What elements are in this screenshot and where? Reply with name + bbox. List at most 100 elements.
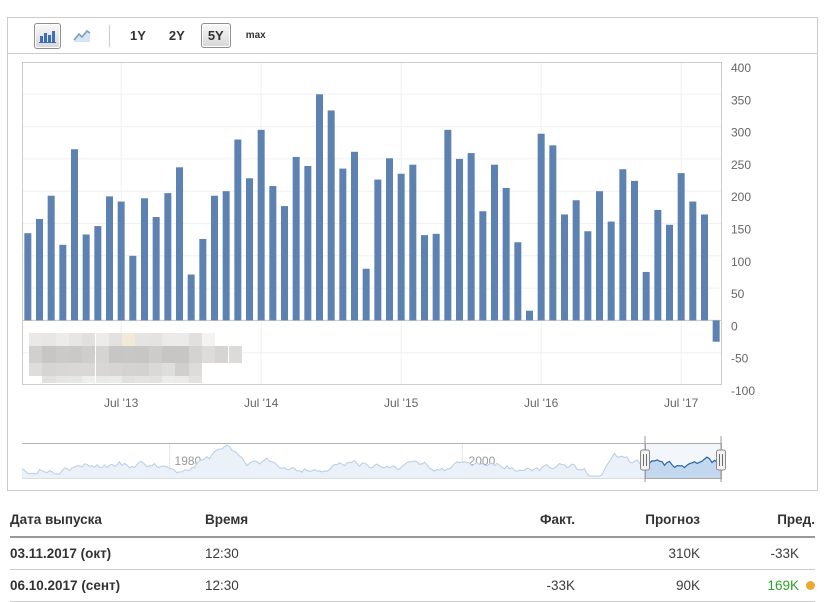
x-axis-label: Jul '14 [244,396,279,410]
bar [152,217,160,321]
y-axis-label: 200 [731,190,751,204]
bar [514,242,522,321]
bar [141,198,148,321]
bar [234,139,242,321]
blurred-watermark [29,333,242,383]
bar [246,178,253,321]
bar [59,244,67,321]
forecast-value: 310K [575,537,700,570]
navigator-handle-right[interactable] [716,436,726,482]
bar [117,201,125,321]
bar [327,110,335,321]
bar [281,206,288,321]
bar [444,129,452,321]
bar [584,231,592,321]
bar [187,274,195,321]
navigator[interactable]: 1980 2000 [21,418,736,490]
x-axis-label: Jul '16 [524,396,559,410]
bar [36,218,43,321]
bar [211,195,218,321]
navigator-selected-range[interactable] [645,443,722,479]
bar [164,193,172,321]
bar [654,209,662,321]
bar [666,224,673,321]
header-time: Время [205,505,430,538]
bar [642,271,650,321]
bar [631,180,638,321]
line-chart-icon [72,29,90,42]
bar [689,201,697,321]
table-header-row: Дата выпуска Время Факт. Прогноз Пред. [10,505,815,538]
table-row: 03.11.2017 (окт) 12:30 310K -33K [10,537,815,570]
bar [129,255,137,321]
previous-value: -33K [700,537,815,570]
bar [222,191,230,321]
y-axis-label: 400 [731,61,751,75]
range-button-1y[interactable]: 1Y [130,28,146,43]
bar [397,173,405,321]
bar [491,164,498,321]
range-button-2y[interactable]: 2Y [168,28,185,43]
bar [712,320,720,342]
header-release-date: Дата выпуска [10,505,205,538]
bar [106,196,113,321]
y-axis-label: 300 [731,126,751,140]
bar [292,156,300,321]
bar [94,226,102,321]
navigator-handle-left[interactable] [640,436,650,482]
y-axis-label: 100 [731,255,751,269]
line-chart-type-button[interactable] [68,23,95,49]
y-axis-label: 50 [731,287,745,301]
chart-toolbar: 1Y 2Y 5Y max [8,18,817,54]
y-axis-label: -50 [731,352,749,366]
bar-chart-type-button[interactable] [34,22,61,49]
bar [549,145,557,321]
bar [374,179,382,321]
release-date: 03.11.2017 (окт) [10,537,205,570]
bar [596,191,603,321]
bar [502,187,510,321]
bar [467,153,475,321]
bar [351,151,358,321]
bar [386,158,393,321]
bar [339,168,347,321]
header-fact: Факт. [430,505,575,538]
bar [677,173,685,321]
y-axis-label: -100 [731,384,755,398]
bar [479,211,487,321]
bar [362,268,370,321]
releases-table: Дата выпуска Время Факт. Прогноз Пред. 0… [10,505,815,602]
y-axis-label: 350 [731,93,751,107]
navigator-year-label: 1980 [175,454,202,468]
plot-border [22,62,722,385]
main-chart-plot[interactable]: 400 350 300 250 200 150 100 50 0 -50 -100 Jul '13 Ju… [22,61,784,414]
releases-table-wrap: Дата выпуска Время Факт. Прогноз Пред. 0… [10,505,815,602]
bar [561,214,568,321]
toolbar-divider [109,24,110,47]
bar [421,235,428,321]
bar [701,214,708,321]
navigator-area [22,445,722,478]
previous-value: 169K [700,569,815,602]
bar [82,234,90,321]
bar [257,129,265,321]
bar [432,233,440,321]
release-time: 12:30 [205,537,430,570]
bar [607,221,615,321]
table-row: 06.10.2017 (сент) 12:30 -33K 90K 169K [10,569,815,602]
bar [316,94,323,321]
bar [269,186,277,321]
x-axis-label: Jul '15 [384,396,419,410]
forecast-value: 90K [575,569,700,602]
bar [304,166,312,321]
bar [176,167,183,321]
range-button-max[interactable]: max [245,30,266,41]
bar-chart-icon [39,30,56,43]
x-axis-label: Jul '13 [104,396,139,410]
navigator-line [21,444,723,477]
bar [526,310,533,321]
bar [199,239,207,321]
bar [409,164,417,321]
range-button-5y[interactable]: 5Y [200,23,231,48]
previous-text: -33K [770,546,799,561]
